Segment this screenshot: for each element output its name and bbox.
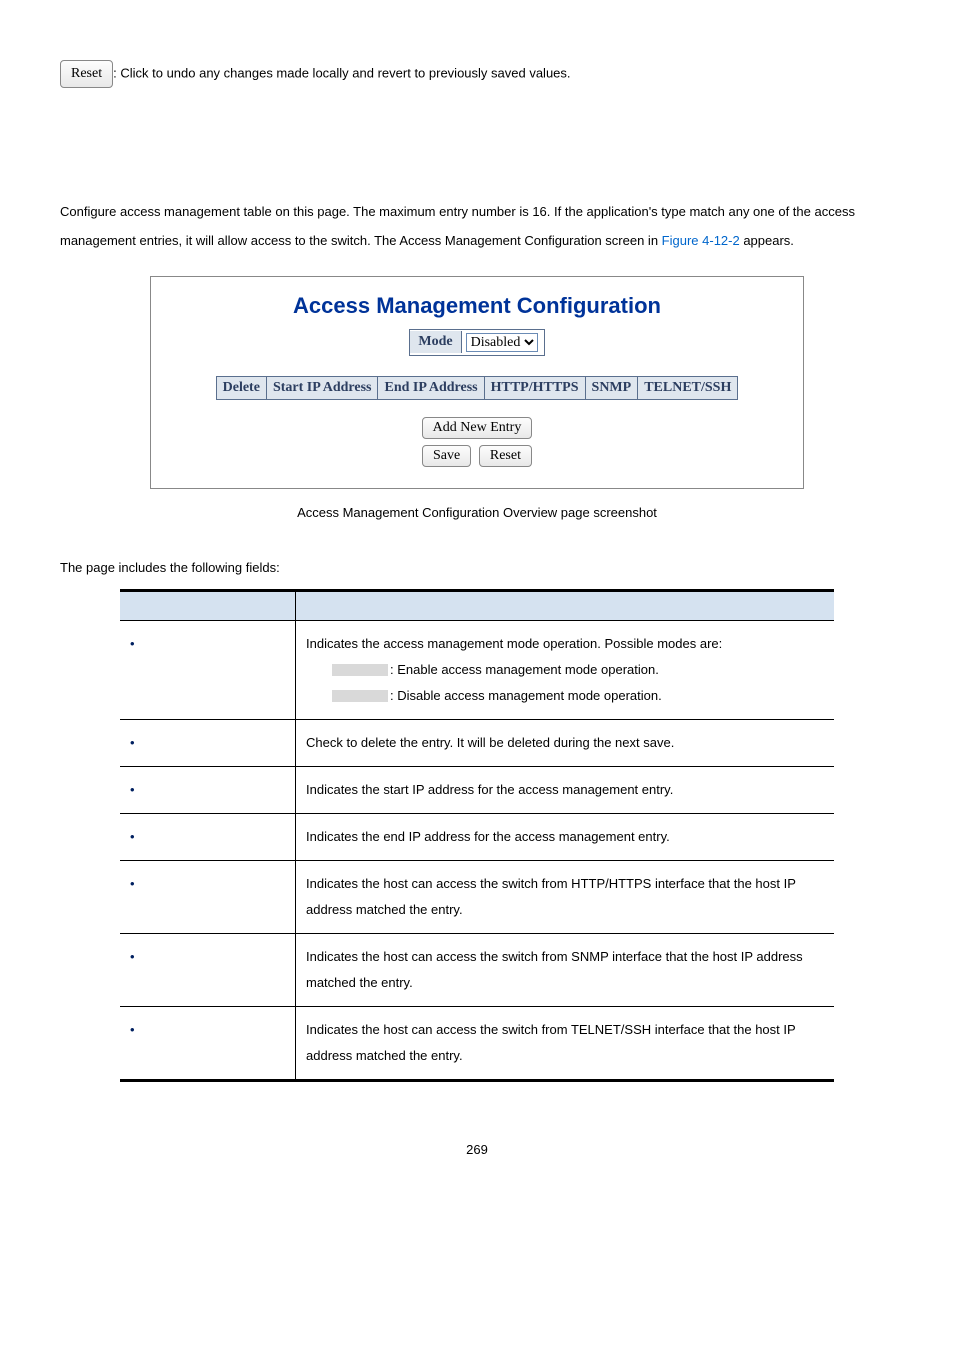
mode-select[interactable]: Disabled <box>466 333 538 352</box>
fields-header-row <box>120 590 834 620</box>
row-desc: Check to delete the entry. It will be de… <box>296 719 835 766</box>
screenshot-caption: Access Management Configuration Overview… <box>60 505 894 520</box>
bullet-icon: • <box>130 782 147 797</box>
fields-header-object <box>120 590 296 620</box>
bullet-icon: • <box>130 636 147 651</box>
table-row: • Indicates the host can access the swit… <box>120 933 834 1006</box>
col-start-ip: Start IP Address <box>266 376 378 399</box>
table-row: • Indicates the host can access the swit… <box>120 860 834 933</box>
bullet-icon: • <box>130 735 147 750</box>
row-desc-line: : Enable access management mode operatio… <box>390 662 659 677</box>
bullet-icon: • <box>130 1022 147 1037</box>
entries-header-table: Delete Start IP Address End IP Address H… <box>216 376 739 400</box>
config-screenshot: Access Management Configuration Mode Disa… <box>150 276 804 489</box>
reset-description-line: Reset: Click to undo any changes made lo… <box>60 60 894 88</box>
mode-label: Mode <box>410 331 461 353</box>
save-button[interactable]: Save <box>422 445 471 467</box>
bullet-icon: • <box>130 829 147 844</box>
mode-select-wrap: Disabled <box>464 332 540 353</box>
table-row: • Indicates the end IP address for the a… <box>120 813 834 860</box>
table-row: • Indicates the access management mode o… <box>120 620 834 719</box>
fields-header-description <box>296 590 835 620</box>
col-http-https: HTTP/HTTPS <box>484 376 585 399</box>
row-desc: Indicates the host can access the switch… <box>296 860 835 933</box>
row-desc: Indicates the host can access the switch… <box>296 1006 835 1080</box>
row-desc: Indicates the end IP address for the acc… <box>296 813 835 860</box>
intro-paragraph: Configure access management table on thi… <box>60 198 894 255</box>
mode-row: Mode Disabled <box>409 329 544 356</box>
reset-button-graphic: Reset <box>60 60 113 88</box>
gray-placeholder <box>332 664 388 676</box>
add-new-entry-button[interactable]: Add New Entry <box>422 417 533 439</box>
table-row: • Indicates the start IP address for the… <box>120 766 834 813</box>
reset-description-text: : Click to undo any changes made locally… <box>113 66 570 81</box>
figure-link[interactable]: Figure 4-12-2 <box>662 233 740 248</box>
page-number: 269 <box>60 1142 894 1157</box>
col-snmp: SNMP <box>585 376 638 399</box>
intro-text-2: appears. <box>740 233 794 248</box>
fields-table: • Indicates the access management mode o… <box>120 589 834 1082</box>
row-desc-line: : Disable access management mode operati… <box>390 688 662 703</box>
col-end-ip: End IP Address <box>378 376 484 399</box>
bullet-icon: • <box>130 949 147 964</box>
col-delete: Delete <box>216 376 266 399</box>
row-desc-line: Indicates the access management mode ope… <box>306 631 824 657</box>
table-row: • Indicates the host can access the swit… <box>120 1006 834 1080</box>
reset-button[interactable]: Reset <box>479 445 532 467</box>
row-desc: Indicates the start IP address for the a… <box>296 766 835 813</box>
bullet-icon: • <box>130 876 147 891</box>
table-row: • Check to delete the entry. It will be … <box>120 719 834 766</box>
gray-placeholder <box>332 690 388 702</box>
screenshot-title: Access Management Configuration <box>151 293 803 319</box>
col-telnet-ssh: TELNET/SSH <box>638 376 738 399</box>
fields-intro: The page includes the following fields: <box>60 560 894 575</box>
row-desc: Indicates the host can access the switch… <box>296 933 835 1006</box>
